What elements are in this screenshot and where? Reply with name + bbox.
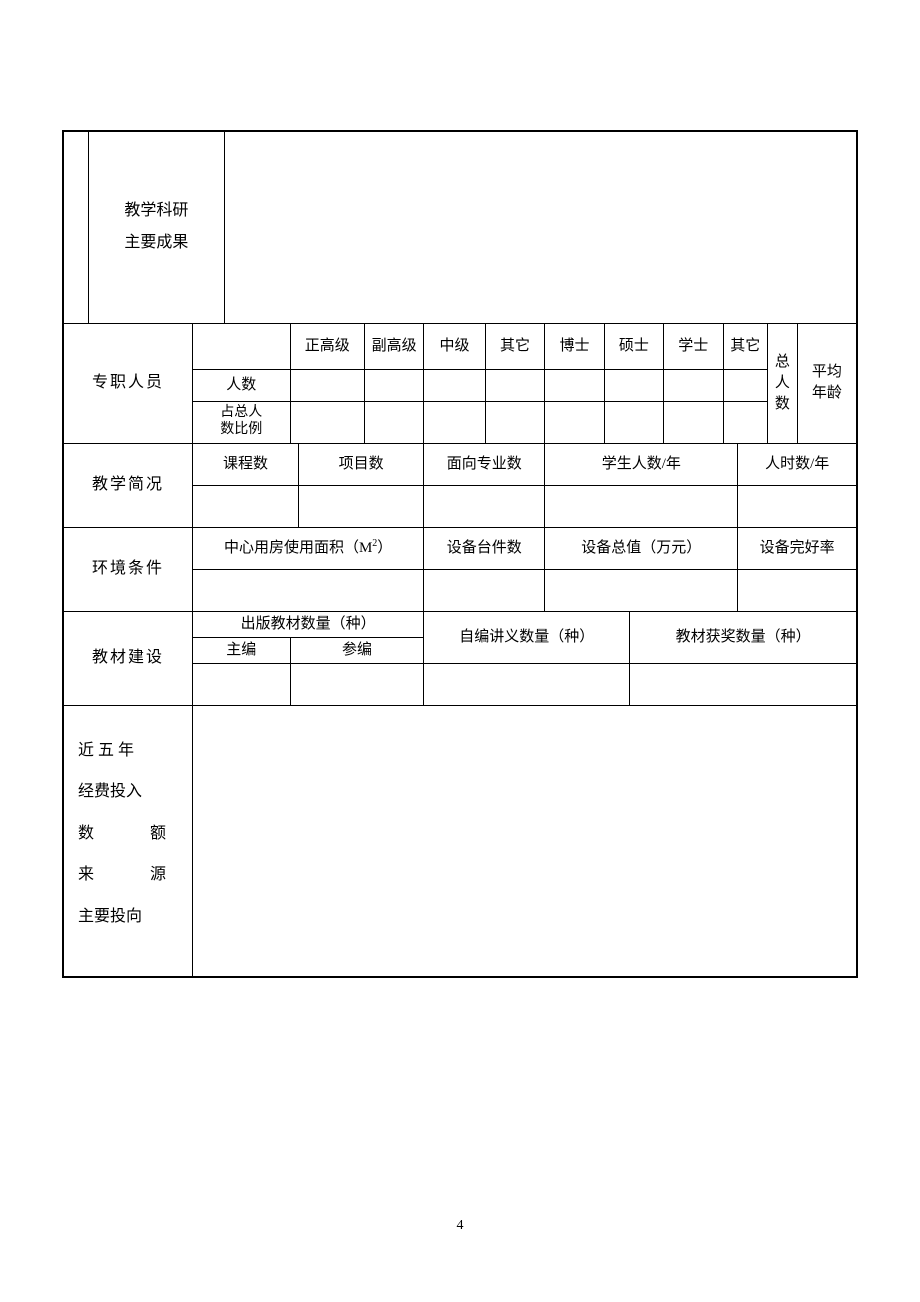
staff-col-other2: 其它 [723,323,768,369]
funding-line3: 数额 [78,813,182,855]
materials-group-published: 出版教材数量（种） [192,611,423,637]
teaching-header-row: 教学简况 课程数 项目数 面向专业数 学生人数/年 人时数/年 [63,443,857,485]
teaching-col-majors: 面向专业数 [424,443,545,485]
staff-col-senior: 正高级 [290,323,364,369]
research-achievements-content [224,131,857,323]
funding-labels-cell: 近五年 经费投入 数额 来源 主要投向 [63,705,192,977]
materials-section-label: 教材建设 [63,611,192,705]
funding-content [192,705,857,977]
materials-sub-coeditor: 参编 [290,637,424,663]
staff-col-total: 总人数 [768,323,798,443]
funding-line2: 经费投入 [78,771,182,813]
environment-col-goodrate: 设备完好率 [738,527,857,569]
form-table-container: 教学科研 主要成果 专职人员 正高级 副高级 中级 其它 博士 硕士 学士 其它… [62,130,858,978]
main-form-table: 教学科研 主要成果 专职人员 正高级 副高级 中级 其它 博士 硕士 学士 其它… [62,130,858,978]
teaching-col-projects: 项目数 [299,443,424,485]
staff-col-mid: 中级 [424,323,486,369]
funding-line5: 主要投向 [78,896,182,938]
environment-col-value: 设备总值（万元） [545,527,738,569]
funding-line4: 来源 [78,854,182,896]
research-achievements-row: 教学科研 主要成果 [63,131,857,323]
environment-col-area: 中心用房使用面积（M2） [192,527,423,569]
funding-row: 近五年 经费投入 数额 来源 主要投向 [63,705,857,977]
staff-col-associate: 副高级 [364,323,423,369]
materials-header-row1: 教材建设 出版教材数量（种） 自编讲义数量（种） 教材获奖数量（种） [63,611,857,637]
teaching-section-label: 教学简况 [63,443,192,527]
funding-line1: 近五年 [78,730,182,772]
staff-header-row: 专职人员 正高级 副高级 中级 其它 博士 硕士 学士 其它 总人数 平均 年龄 [63,323,857,369]
environment-section-label: 环境条件 [63,527,192,611]
staff-col-bachelor: 学士 [664,323,723,369]
materials-col-award: 教材获奖数量（种） [630,611,857,663]
research-achievements-label: 教学科研 主要成果 [88,131,224,323]
staff-count-label: 人数 [192,369,290,401]
staff-section-label: 专职人员 [63,323,192,443]
staff-col-phd: 博士 [545,323,604,369]
staff-col-avgage: 平均 年龄 [797,323,857,443]
staff-col-other1: 其它 [485,323,544,369]
materials-col-selfcompiled: 自编讲义数量（种） [424,611,630,663]
environment-header-row: 环境条件 中心用房使用面积（M2） 设备台件数 设备总值（万元） 设备完好率 [63,527,857,569]
staff-ratio-label: 占总人 数比例 [192,401,290,443]
teaching-col-hours: 人时数/年 [738,443,857,485]
environment-col-equipment: 设备台件数 [424,527,545,569]
teaching-col-courses: 课程数 [192,443,298,485]
staff-col-master: 硕士 [604,323,663,369]
materials-sub-chief: 主编 [192,637,290,663]
page-number: 4 [0,1218,920,1234]
teaching-col-students: 学生人数/年 [545,443,738,485]
